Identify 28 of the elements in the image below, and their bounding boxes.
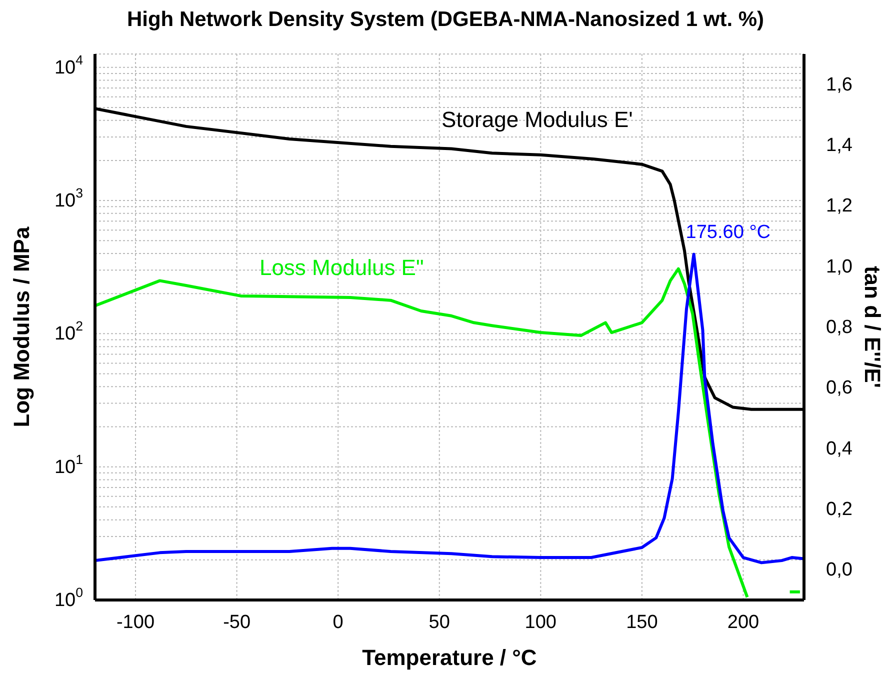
y-axis-title: Log Modulus / MPa [9,226,35,428]
annotation: 175.60 °C [686,222,771,244]
y2-tick-label: 0,0 [826,559,852,580]
y2-tick-label: 1,0 [826,256,852,277]
x-tick-label: 0 [332,612,344,632]
x-tick-label: 150 [626,612,658,632]
y2-tick-label: 0,8 [826,316,852,338]
x-tick-label: 100 [524,612,557,632]
y-tick-label: 10$^{0}$ [54,585,83,610]
x-tick-label: -100 [116,612,155,632]
y2-tick-label: 1,2 [826,195,852,216]
series-label: Storage Modulus E' [442,106,633,133]
y-tick-label: 10$^{1}$ [54,452,83,478]
y2-tick-label: 1,6 [826,74,852,95]
x-tick-label: -50 [223,612,251,632]
chart-title: High Network Density System (DGEBA-NMA-Nanosized 1 wt. %) [126,8,766,32]
y-tick-label: 10$^{4}$ [54,52,83,78]
y-tick-label: 10$^{3}$ [54,186,83,212]
x-tick-label: 50 [428,612,450,632]
y2-tick-label: 0,6 [826,377,852,398]
series-label: Loss Modulus E" [259,254,424,281]
y2-tick-label: 0,2 [826,498,852,520]
x-tick-label: 200 [727,612,760,632]
y2-tick-label: 1,4 [826,134,853,156]
y2-axis-title: tan d / E''/E' [859,266,885,388]
y-tick-label: 10$^{2}$ [54,318,83,344]
y2-tick-label: 0,4 [826,438,853,459]
x-axis-title: Temperature / °C [362,645,537,671]
